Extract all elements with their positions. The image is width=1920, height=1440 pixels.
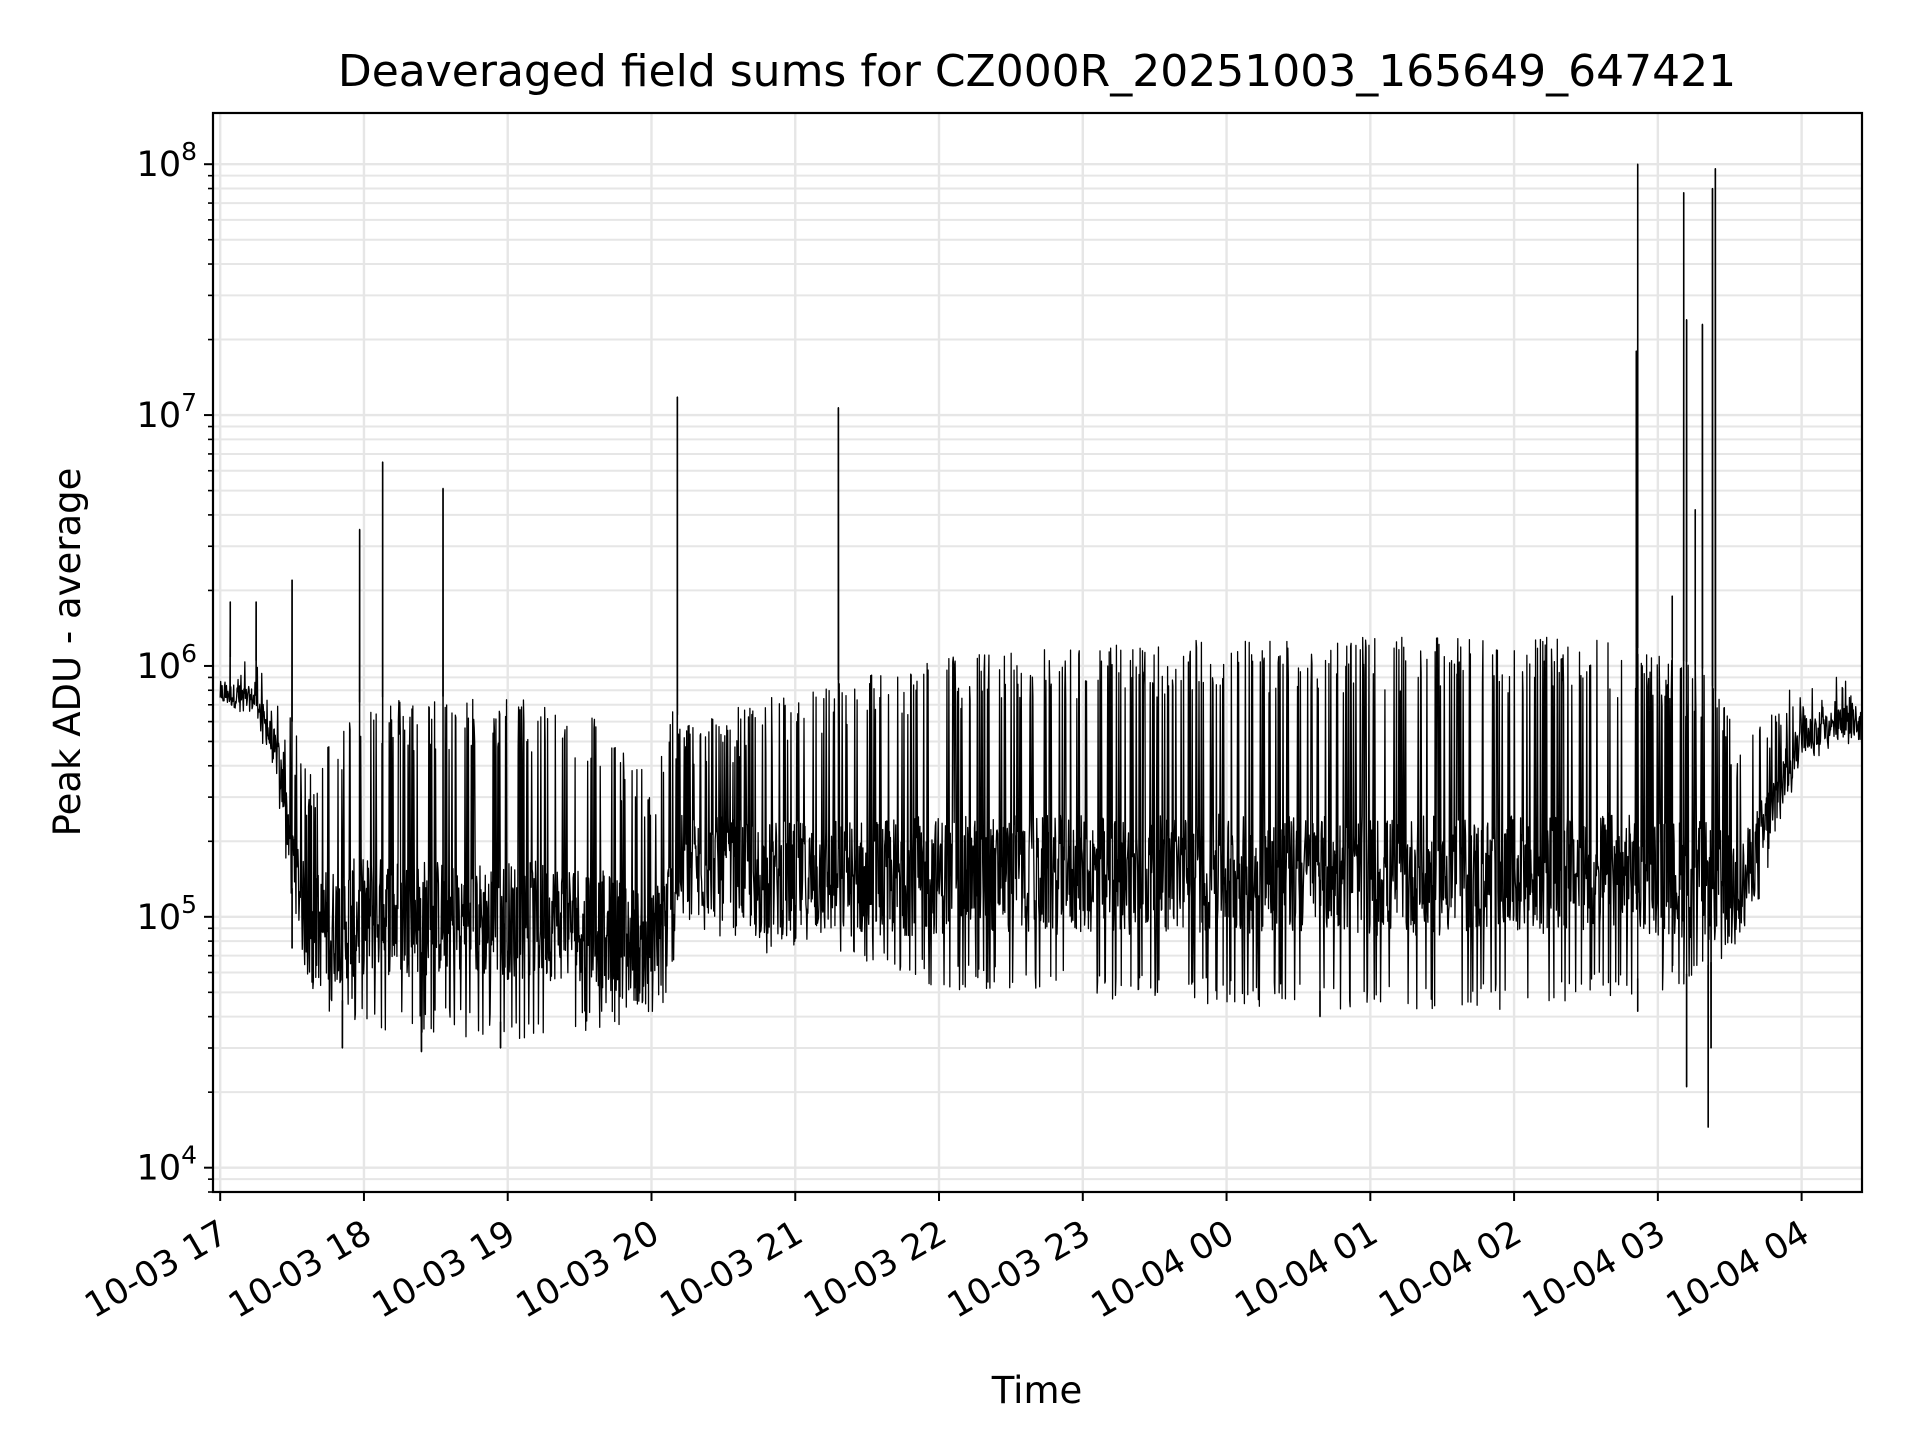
y-tick-exponent: 8 — [181, 137, 197, 166]
plot-area-frame — [211, 111, 1864, 1194]
y-tick-label: 106 — [137, 639, 197, 687]
y-tick-exponent: 5 — [181, 890, 197, 919]
y-tick-exponent: 4 — [181, 1141, 197, 1170]
y-tick-base: 10 — [137, 396, 182, 436]
y-axis-label: Peak ADU - average — [46, 468, 89, 837]
y-tick-base: 10 — [137, 898, 182, 938]
y-tick-label: 108 — [137, 137, 197, 185]
y-tick-label: 105 — [137, 890, 197, 938]
y-tick-label: 104 — [137, 1141, 197, 1189]
y-tick-base: 10 — [137, 1149, 182, 1189]
y-tick-base: 10 — [137, 647, 182, 687]
y-tick-exponent: 7 — [181, 388, 197, 417]
y-tick-label: 107 — [137, 388, 197, 436]
series-layer — [219, 163, 1863, 1128]
series-line — [219, 163, 1863, 1128]
y-tick-base: 10 — [137, 145, 182, 185]
chart-title: Deaveraged field sums for CZ000R_2025100… — [338, 46, 1736, 97]
x-axis-label: Time — [991, 1369, 1083, 1412]
y-tick-exponent: 6 — [181, 639, 197, 668]
